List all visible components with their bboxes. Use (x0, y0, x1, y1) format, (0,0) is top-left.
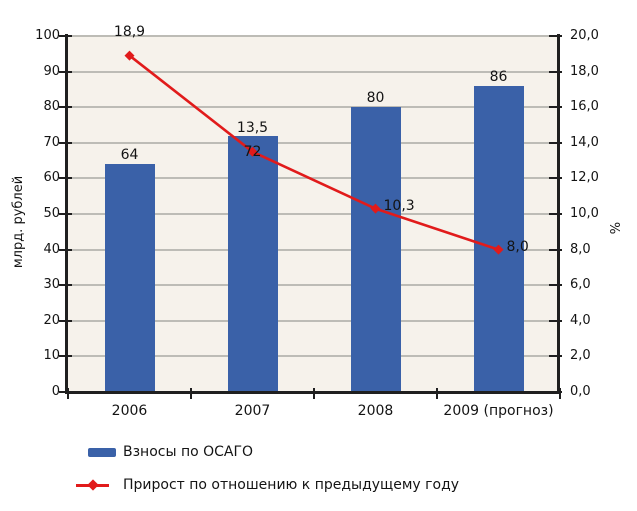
left-axis-tick-label: 100 (35, 28, 60, 43)
left-axis-tick-label: 70 (43, 134, 60, 150)
right-axis-tick-label: 0,0 (570, 384, 591, 399)
right-axis-tick-label: 6,0 (570, 277, 591, 293)
gridline (68, 284, 560, 287)
right-axis-tick (549, 106, 562, 109)
x-axis-category-label: 2008 (357, 403, 394, 419)
bar-value-label: 64 (120, 147, 139, 164)
right-axis-tick-label: 4,0 (570, 312, 591, 328)
left-axis-line (65, 34, 68, 394)
left-axis-tick-label: 0 (51, 384, 60, 399)
left-axis-title: млрд. рублей (11, 175, 26, 269)
right-axis-tick (549, 213, 562, 215)
right-axis-tick-label: 8,0 (570, 241, 591, 257)
right-axis-title: % (609, 221, 624, 235)
right-axis-tick-label: 10,0 (570, 206, 599, 221)
right-axis-tick (549, 284, 562, 287)
right-axis-tick-label: 12,0 (570, 170, 599, 186)
line-value-label: 8,0 (506, 238, 529, 255)
bar (227, 135, 278, 392)
line-value-label: 10,3 (383, 197, 415, 214)
left-axis-tick-label: 50 (43, 206, 60, 221)
left-axis-tick-label: 90 (43, 63, 60, 79)
legend-label-bars: Взносы по ОСАГО (123, 444, 254, 460)
left-axis-tick-label: 40 (43, 241, 60, 257)
bar (104, 164, 155, 392)
gridline (68, 355, 560, 358)
left-axis-tick-label: 20 (43, 312, 60, 328)
right-axis-tick (549, 141, 562, 144)
line-value-label: 13,5 (236, 119, 269, 136)
left-axis-tick-label: 60 (43, 170, 60, 186)
line-value-label: 18,9 (113, 23, 146, 40)
bar-series-swatch-icon (88, 448, 116, 457)
right-axis-tick (549, 248, 562, 251)
right-axis-tick-label: 2,0 (570, 348, 591, 364)
legend-label-line: Прирост по отношению к предыдущему году (123, 477, 460, 493)
gridline (68, 35, 560, 37)
left-axis-tick-label: 30 (43, 277, 60, 293)
left-axis-tick-label: 10 (43, 348, 60, 364)
right-axis-tick (549, 355, 562, 358)
x-axis-category-label: 2007 (234, 403, 271, 419)
right-axis-tick-label: 16,0 (570, 99, 599, 115)
x-axis-category-label: 2006 (111, 403, 148, 419)
right-axis-tick (549, 319, 562, 322)
x-axis-line (65, 391, 560, 394)
bar (350, 107, 401, 392)
right-axis-tick (549, 35, 562, 37)
bar-value-label: 72 (243, 143, 262, 160)
x-axis-category-label: 2009 (прогноз) (443, 403, 554, 419)
x-axis-tick (559, 388, 561, 399)
right-axis-tick-label: 14,0 (570, 134, 599, 150)
line-series-diamond-icon (87, 479, 99, 491)
right-axis-tick (549, 70, 562, 73)
bar-value-label: 86 (489, 68, 508, 85)
right-axis-tick-label: 20,0 (570, 28, 599, 43)
left-axis-tick-label: 80 (43, 99, 60, 115)
bar-value-label: 80 (366, 90, 385, 107)
right-axis-tick-label: 18,0 (570, 63, 599, 79)
right-axis-line (557, 34, 560, 394)
gridline (68, 319, 560, 322)
right-axis-tick (549, 177, 562, 180)
